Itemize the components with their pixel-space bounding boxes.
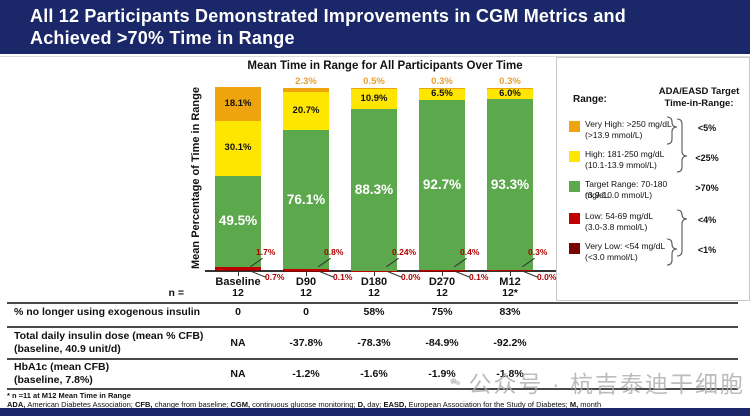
slide-title-line1: All 12 Participants Demonstrated Improve… — [30, 6, 626, 26]
legend-item-label: High: 181-250 mg/dL — [585, 149, 665, 159]
table-cell: -1.9% — [428, 368, 456, 380]
table-cell: -1.8% — [496, 368, 524, 380]
legend-target-value: >70% — [695, 183, 719, 193]
slide-title-line2: Achieved >70% Time in Range — [30, 28, 295, 48]
legend-item-sub: (<3.0 mmol/L) — [585, 251, 638, 262]
table-cell: 58% — [363, 306, 385, 318]
table-cell: NA — [230, 368, 246, 380]
table-row-label: Total daily insulin dose (mean % CFB) — [14, 330, 204, 342]
legend-item-sub: (3.9-10.0 mmol/L) — [585, 189, 653, 200]
abbrev-definition: day; — [367, 400, 384, 409]
table-cell: -92.2% — [493, 337, 527, 349]
n-value: 12* — [502, 287, 518, 299]
table-cell: -78.3% — [357, 337, 391, 349]
table-cell: 0 — [235, 306, 241, 318]
legend-swatch — [569, 181, 580, 192]
table-cell: -37.8% — [289, 337, 323, 349]
legend-swatch — [569, 151, 580, 162]
abbrev-term: ADA, — [7, 400, 28, 409]
table-cell: 0 — [303, 306, 309, 318]
table-cell: -1.6% — [360, 368, 388, 380]
legend-target-value: <1% — [697, 245, 717, 255]
abbrev-definition: European Association for the Study of Di… — [408, 400, 570, 409]
abbrev-term: CGM, — [230, 400, 253, 409]
abbrev-term: D, — [357, 400, 368, 409]
table-divider — [7, 388, 738, 390]
table-cell: NA — [230, 337, 246, 349]
watermark-text: 公众号 · 杭吉泰迪干细胞 — [468, 371, 745, 397]
legend-swatch — [569, 121, 580, 132]
legend-swatch — [569, 213, 580, 224]
legend-item-label: Very High: >250 mg/dL — [585, 119, 672, 129]
abbrev-term: EASD, — [383, 400, 409, 409]
abbrev-definition: month — [580, 400, 602, 409]
n-value: 12 — [300, 287, 312, 299]
legend-target-value: <4% — [697, 215, 717, 225]
abbrev-term: M, — [569, 400, 581, 409]
legend-target-value: <5% — [697, 123, 717, 133]
wechat-icon — [450, 378, 461, 386]
table-row-label: HbA1c (mean CFB) — [14, 361, 110, 373]
legend-range-header: Range: — [573, 94, 607, 105]
legend-item-sub: (3.0-3.8 mmol/L) — [585, 221, 648, 232]
legend-target-value: <25% — [695, 153, 719, 163]
legend-target-header-line1: ADA/EASD Target — [658, 86, 740, 97]
legend-item-label: Low: 54-69 mg/dL — [585, 211, 654, 221]
legend-item-label: Target Range: 70-180 mg/dL — [585, 179, 668, 200]
bottom-bar — [0, 408, 750, 416]
watermark: 公众号 · 杭吉泰迪干细胞 — [450, 362, 745, 402]
table-row-label: % no longer using exogenous insulin — [14, 306, 201, 318]
table-cell: 75% — [431, 306, 453, 318]
slide-header: All 12 Participants Demonstrated Improve… — [0, 0, 750, 54]
table-cell: 83% — [499, 306, 521, 318]
n-value: 12 — [436, 287, 448, 299]
n-value: 12 — [232, 287, 244, 299]
legend-item-label: Very Low: <54 mg/dL — [585, 241, 666, 251]
table-cell: -1.2% — [292, 368, 320, 380]
legend-panel: Range: ADA/EASD Target Time-in-Range: Ve… — [556, 57, 750, 301]
table-divider — [7, 326, 738, 328]
abbrev-definition: continuous glucose monitoring; — [252, 400, 358, 409]
legend-target-header: ADA/EASD Target Time-in-Range: — [653, 86, 745, 109]
table-row-label: (baseline, 40.9 unit/d) — [14, 342, 121, 355]
n-equals-label: n = — [168, 287, 184, 299]
table-cell: -84.9% — [425, 337, 459, 349]
table-divider — [7, 302, 738, 304]
n-value: 12 — [368, 287, 380, 299]
chart-title: Mean Time in Range for All Participants … — [247, 60, 523, 72]
legend-target-header-line2: Time-in-Range: — [664, 97, 734, 109]
legend-item-sub: (>13.9 mmol/L) — [585, 129, 643, 140]
abbrev-definition: American Diabetes Association; — [27, 400, 135, 409]
abbrev-term: CFB, — [134, 400, 155, 409]
footnote-abbreviations: ADA, American Diabetes Association; CFB,… — [7, 400, 747, 409]
legend-swatch — [569, 243, 580, 254]
table-divider — [7, 358, 738, 360]
header-divider — [0, 56, 750, 57]
table-row-label: (baseline, 7.8%) — [14, 373, 93, 386]
legend-item-sub: (10.1-13.9 mmol/L) — [585, 159, 657, 170]
footnote-asterisk: * n =11 at M12 Mean Time in Range — [7, 391, 131, 400]
abbrev-definition: change from baseline; — [154, 400, 231, 409]
